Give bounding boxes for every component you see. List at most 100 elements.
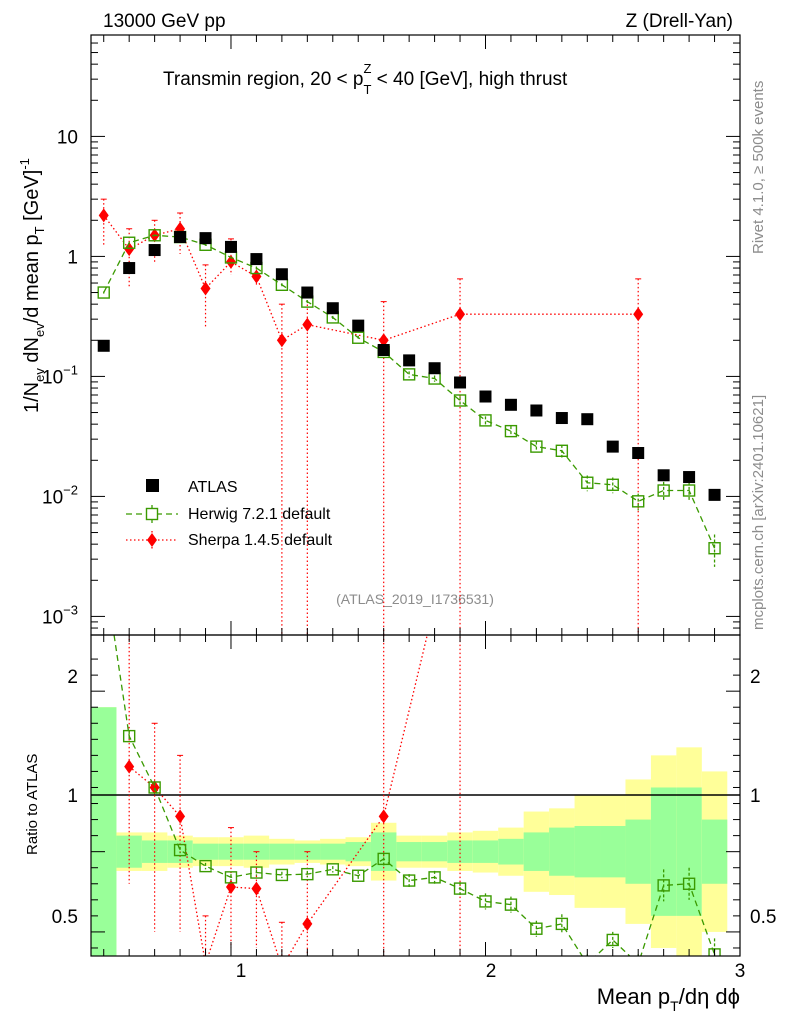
ratio-sherpa-point-8 [378,809,389,824]
herwig-point-2 [148,229,161,242]
sherpa-point-10 [455,307,466,322]
ratio-herwig-point-15 [479,895,492,908]
ratio-herwig-point-10 [352,869,365,882]
atlas-point-20 [606,440,619,453]
herwig-point-21 [631,495,645,508]
herwig-point-16 [504,424,518,438]
sherpa-point-7 [276,333,287,348]
ratio-herwig-point-0 [98,560,109,571]
ratio-herwig-point-9 [326,863,339,876]
ratio-sherpa-point-2 [175,809,186,824]
legend-marker-atlas [146,479,159,492]
band-inner-7 [269,843,295,860]
ratio-herwig-point-3 [173,843,187,857]
ratio-herwig-point-12 [402,874,416,887]
band-inner-14 [447,840,473,863]
band-inner-9 [320,843,346,860]
axis-ticks [91,34,741,956]
ratio-herwig-point-22 [657,879,670,892]
atlas-point-3 [174,231,187,244]
band-inner-13 [421,842,448,862]
ratio-sherpa-point-7 [302,916,313,931]
xtick-1: 1 [236,961,247,982]
band-inner-21 [625,819,651,884]
herwig-point-14 [453,394,467,407]
herwig-point-18 [555,444,569,457]
band-inner-4 [192,843,219,860]
atlas-point-14 [454,376,467,389]
band-inner-17 [523,832,550,871]
atlas-point-8 [301,286,314,299]
band-inner-12 [396,842,422,862]
band-inner-24 [701,819,728,884]
ratio-herwig-point-21 [633,959,644,970]
band-inner-15 [472,840,499,863]
ratio-sherpa-point-5 [251,881,262,896]
uncertainty-bands [91,707,728,956]
main-ytick-label-2: 10−1 [42,362,78,388]
atlas-point-22 [657,469,670,482]
atlas-point-10 [352,319,365,332]
ratio-herwig-point-5 [224,871,238,884]
legend-marker-herwig [145,507,159,521]
ratio-y-axis-label: Ratio to ATLAS [24,754,41,855]
band-inner-18 [549,827,575,876]
plot-title: Transmin region, 20 < pTZ < 40 [GeV], hi… [163,61,568,97]
herwig-point-0 [97,286,110,299]
ratio-herwig-point-14 [453,882,467,895]
atlas-point-17 [530,404,543,417]
legend-label-atlas: ATLAS [188,479,238,496]
legend-label-sherpa: Sherpa 1.4.5 default [188,532,333,549]
header-right: Z (Drell-Yan) [626,11,733,32]
ratio-herwig-point-11 [377,852,390,866]
herwig-line [103,234,716,549]
ratio-sherpa-line [128,635,428,956]
main-data-layer [97,198,721,635]
sherpa-point-1 [124,242,135,257]
ratio-herwig-point-1 [122,729,136,743]
ratio-ytick-right-2: 2 [750,667,761,688]
atlas-point-5 [224,240,237,253]
atlas-point-11 [377,343,390,356]
herwig-point-23 [682,484,696,497]
ratio-herwig-point-17 [530,922,543,935]
ratio-ytick-left-2: 2 [67,667,78,688]
rivet-version-label: Rivet 4.1.0, ≥ 500k events [750,81,767,254]
atlas-point-19 [581,413,594,426]
ratio-plot-frame [90,634,741,957]
band-inner-20 [600,825,626,878]
ratio-herwig-point-13 [428,871,441,884]
atlas-point-6 [250,253,263,266]
herwig-point-10 [352,331,365,344]
header-left: 13000 GeV pp [103,11,226,32]
legend: ATLAS Herwig 7.2.1 default Sherpa 1.4.5 … [126,479,333,549]
main-ytick-label-1: 1 [67,247,78,268]
sherpa-point-9 [378,333,389,348]
sherpa-point-5 [225,254,236,269]
sherpa-point-11 [633,307,644,322]
main-ytick-label-3: 10−2 [42,482,78,508]
ratio-herwig-point-2 [148,781,161,794]
herwig-point-24 [708,542,721,555]
atlas-point-23 [683,471,696,484]
legend-marker-sherpa [147,533,157,547]
ratio-ytick-right-1: 1 [750,786,761,807]
ratio-sherpa-point-0 [124,759,135,774]
ratio-ytick-left-0.5: 0.5 [52,907,78,928]
main-ytick-label-0: 10 [57,127,78,148]
atlas-point-1 [123,262,136,275]
atlas-point-16 [504,398,517,411]
atlas-point-9 [326,302,339,315]
ratio-sherpa-point-3 [201,957,211,971]
herwig-point-17 [530,440,543,453]
atlas-point-2 [148,244,161,257]
atlas-point-13 [428,362,441,375]
main-ytick-label-4: 10−3 [42,602,78,628]
herwig-point-1 [122,236,136,249]
atlas-point-4 [199,232,212,245]
sherpa-point-4 [200,281,211,296]
ratio-herwig-point-4 [199,859,212,873]
legend-label-herwig: Herwig 7.2.1 default [188,506,331,523]
atlas-point-15 [479,390,492,403]
atlas-point-18 [555,412,568,425]
